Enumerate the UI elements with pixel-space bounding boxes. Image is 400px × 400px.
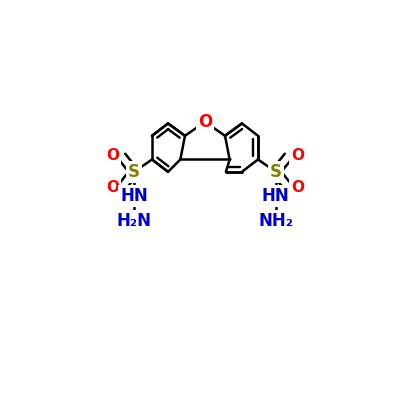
Text: O: O <box>291 148 304 163</box>
Text: HN: HN <box>120 188 148 206</box>
Text: HN: HN <box>262 188 290 206</box>
Text: O: O <box>106 180 119 195</box>
Text: NH₂: NH₂ <box>258 212 293 230</box>
Text: S: S <box>128 163 140 181</box>
Text: O: O <box>198 113 212 131</box>
Text: S: S <box>270 163 282 181</box>
Text: O: O <box>106 148 119 163</box>
Text: H₂N: H₂N <box>117 212 152 230</box>
Text: O: O <box>291 180 304 195</box>
